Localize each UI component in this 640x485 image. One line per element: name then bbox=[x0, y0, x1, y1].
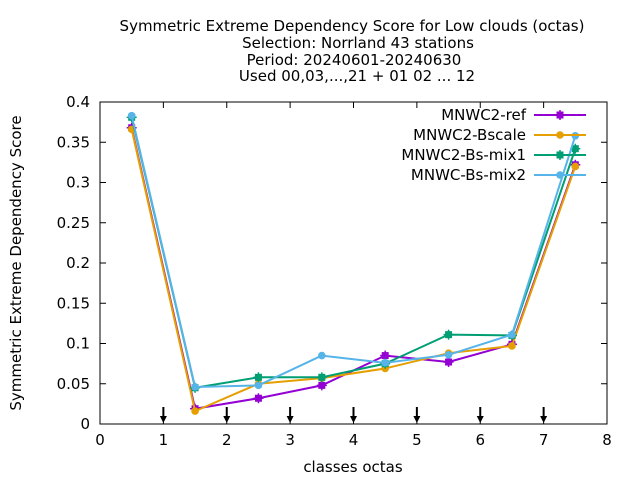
y-tick-label: 0.25 bbox=[57, 214, 90, 232]
y-tick-label: 0.4 bbox=[66, 93, 90, 111]
arrow-head bbox=[350, 416, 357, 423]
arrow-head bbox=[413, 416, 421, 423]
x-tick-label: 8 bbox=[602, 431, 612, 449]
data-point bbox=[571, 162, 580, 171]
x-tick-label: 0 bbox=[95, 431, 105, 449]
title-line-4: Used 00,03,...,21 + 01 02 ... 12 bbox=[239, 67, 475, 85]
arrow-head bbox=[476, 416, 484, 423]
legend-entry-1: MNWC2-ref bbox=[441, 106, 586, 124]
legend-label: MNWC2-ref bbox=[441, 106, 526, 124]
x-tick-label: 5 bbox=[412, 431, 422, 449]
x-tick-label: 1 bbox=[159, 431, 169, 449]
arrow-marker bbox=[159, 407, 167, 423]
data-point bbox=[318, 351, 326, 360]
y-tick-label: 0.35 bbox=[57, 133, 90, 151]
data-point bbox=[191, 383, 199, 391]
data-point bbox=[556, 131, 564, 139]
data-point bbox=[253, 393, 264, 404]
series-4 bbox=[127, 111, 580, 391]
data-point bbox=[508, 330, 516, 339]
arrow-marker bbox=[286, 407, 294, 423]
data-point bbox=[381, 359, 389, 367]
plot-frame bbox=[99, 101, 608, 425]
series-line bbox=[130, 115, 577, 388]
legend-label: MNWC2-Bs-mix1 bbox=[401, 146, 526, 164]
arrow-marker bbox=[540, 407, 548, 423]
title-line-2: Selection: Norrland 43 stations bbox=[242, 34, 474, 52]
legend-entry-2: MNWC2-Bscale bbox=[413, 126, 586, 144]
series-line bbox=[130, 129, 577, 413]
data-point bbox=[253, 372, 264, 383]
data-point bbox=[443, 357, 454, 368]
y-tick-label: 0.05 bbox=[57, 375, 90, 393]
data-point bbox=[443, 329, 454, 340]
data-point bbox=[444, 350, 453, 359]
data-point bbox=[316, 372, 327, 383]
data-point bbox=[191, 407, 199, 415]
arrow-head bbox=[223, 416, 231, 423]
data-point bbox=[254, 381, 263, 390]
y-tick-label: 0.15 bbox=[57, 294, 90, 312]
x-tick-label: 2 bbox=[222, 431, 232, 449]
x-tick-label: 3 bbox=[285, 431, 295, 449]
arrow-head bbox=[159, 416, 167, 423]
legend-entry-3: MNWC2-Bs-mix1 bbox=[401, 146, 586, 164]
y-tick-label: 0 bbox=[80, 415, 90, 433]
arrow-marker bbox=[476, 407, 484, 423]
legend-label: MNWC-Bs-mix2 bbox=[411, 166, 526, 184]
y-axis: 0 0.05 0.1 0.15 0.2 0.25 0.3 0.35 0.4 bbox=[57, 93, 607, 433]
x-tick-label: 4 bbox=[349, 431, 359, 449]
legend-entry-4: MNWC-Bs-mix2 bbox=[411, 166, 586, 184]
y-tick-label: 0.1 bbox=[66, 335, 90, 353]
legend-label: MNWC2-Bscale bbox=[413, 126, 526, 144]
x-tick-label: 6 bbox=[475, 431, 485, 449]
data-point bbox=[556, 171, 564, 179]
y-axis-label: Symmetric Extreme Dependency Score bbox=[7, 115, 25, 410]
arrow-marker bbox=[413, 407, 421, 423]
data-point bbox=[508, 342, 516, 350]
arrow-marker bbox=[223, 407, 231, 423]
y-tick-label: 0.2 bbox=[66, 254, 90, 272]
series-group bbox=[126, 111, 581, 415]
arrow-head bbox=[286, 416, 294, 423]
arrow-head bbox=[540, 416, 548, 423]
y-tick-label: 0.3 bbox=[66, 174, 90, 192]
title-line-1: Symmetric Extreme Dependency Score for L… bbox=[120, 17, 585, 35]
data-point bbox=[555, 150, 565, 160]
data-point bbox=[555, 110, 565, 120]
arrow-markers bbox=[159, 407, 548, 423]
x-axis-label: classes octas bbox=[303, 458, 403, 476]
data-point bbox=[127, 111, 136, 120]
title-line-3: Period: 20240601-20240630 bbox=[247, 51, 462, 69]
legend: MNWC2-ref MNWC2-Bscale MNWC2-Bs-mix1 MNWC-B… bbox=[401, 106, 586, 184]
chart-title: Symmetric Extreme Dependency Score for L… bbox=[120, 17, 585, 85]
plot-border bbox=[99, 101, 608, 425]
x-tick-label: 7 bbox=[539, 431, 549, 449]
arrow-marker bbox=[350, 407, 357, 423]
